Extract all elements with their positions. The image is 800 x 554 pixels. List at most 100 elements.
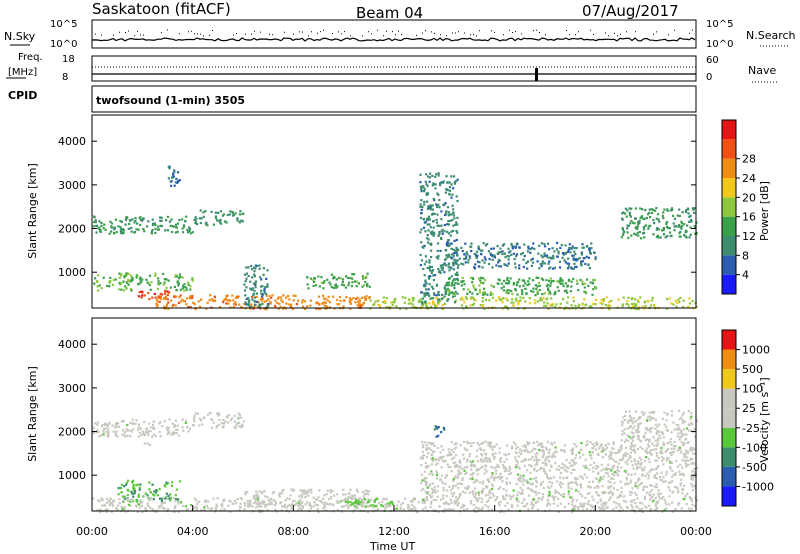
data-cell [164,497,167,500]
data-cell [641,467,644,470]
data-cell [235,502,238,505]
data-cell [657,465,660,468]
data-cell [412,499,415,502]
data-cell [541,256,544,259]
data-cell [301,494,304,497]
data-cell [638,219,641,222]
data-cell [178,273,181,276]
data-cell [600,450,603,453]
data-cell [160,219,163,222]
data-cell [608,301,611,304]
data-cell [453,293,456,296]
data-cell [522,498,526,501]
data-cell [564,261,567,264]
data-cell [344,286,347,289]
data-cell [401,501,405,505]
data-cell [438,232,441,235]
data-cell [157,295,160,298]
data-cell [481,296,484,300]
data-cell [560,486,563,489]
data-cell [514,262,517,265]
data-cell [362,495,365,498]
data-cell [435,218,438,221]
data-cell [529,251,532,254]
data-cell [280,296,283,299]
data-cell [643,495,647,498]
data-cell [441,304,444,307]
data-cell [489,291,492,294]
data-cell [688,496,691,499]
data-cell [455,442,458,445]
data-cell [535,485,538,488]
data-cell [450,488,453,491]
data-cell [492,494,496,498]
data-cell [665,507,668,510]
data-cell [328,306,331,309]
data-cell [159,219,162,222]
data-cell [199,209,202,212]
data-cell [549,266,552,269]
data-cell [687,459,690,462]
data-cell [395,507,399,510]
data-cell [244,280,247,283]
data-cell [430,502,433,505]
data-cell [491,448,494,451]
data-cell [220,503,223,506]
data-cell [438,505,441,508]
data-cell [205,307,208,310]
data-cell [357,303,360,306]
data-cell [635,481,638,484]
data-cell [109,220,112,223]
data-cell [126,281,129,284]
data-cell [608,457,611,461]
data-cell [351,498,354,501]
data-cell [455,195,458,198]
data-cell [456,498,459,501]
data-cell [459,444,462,447]
data-cell [436,446,439,450]
data-cell [632,432,635,435]
data-cell [465,465,469,468]
data-cell [321,294,325,297]
data-cell [165,492,168,495]
data-cell [226,294,229,297]
data-cell [401,296,404,299]
data-cell [664,450,667,453]
data-cell [633,435,636,438]
data-cell [594,257,597,261]
data-cell [247,301,250,304]
data-cell [258,509,261,512]
colorbar-segment [722,158,736,178]
data-cell [450,441,453,444]
data-cell [656,213,660,216]
data-cell [303,300,307,303]
data-cell [493,256,496,259]
data-cell [643,460,647,463]
data-cell [647,458,650,461]
data-cell [435,304,438,307]
data-cell [288,503,291,506]
data-cell [524,459,527,462]
data-cell [428,277,431,280]
data-cell [612,474,616,477]
data-cell [450,448,453,452]
data-cell [512,252,515,255]
data-cell [180,501,183,504]
data-cell [188,228,192,231]
data-cell [687,463,690,466]
data-cell [157,225,160,228]
data-cell [173,510,176,513]
data-cell [146,442,149,445]
data-cell [513,245,516,248]
data-cell [117,504,120,507]
data-cell [443,460,446,463]
data-cell [203,506,206,509]
data-cell [154,227,157,230]
data-cell [555,468,558,471]
data-cell [480,281,483,284]
data-cell [496,245,499,248]
data-cell [564,469,567,472]
data-cell [267,302,270,305]
colorbar-tick: -100 [742,441,767,454]
data-cell [631,297,634,300]
